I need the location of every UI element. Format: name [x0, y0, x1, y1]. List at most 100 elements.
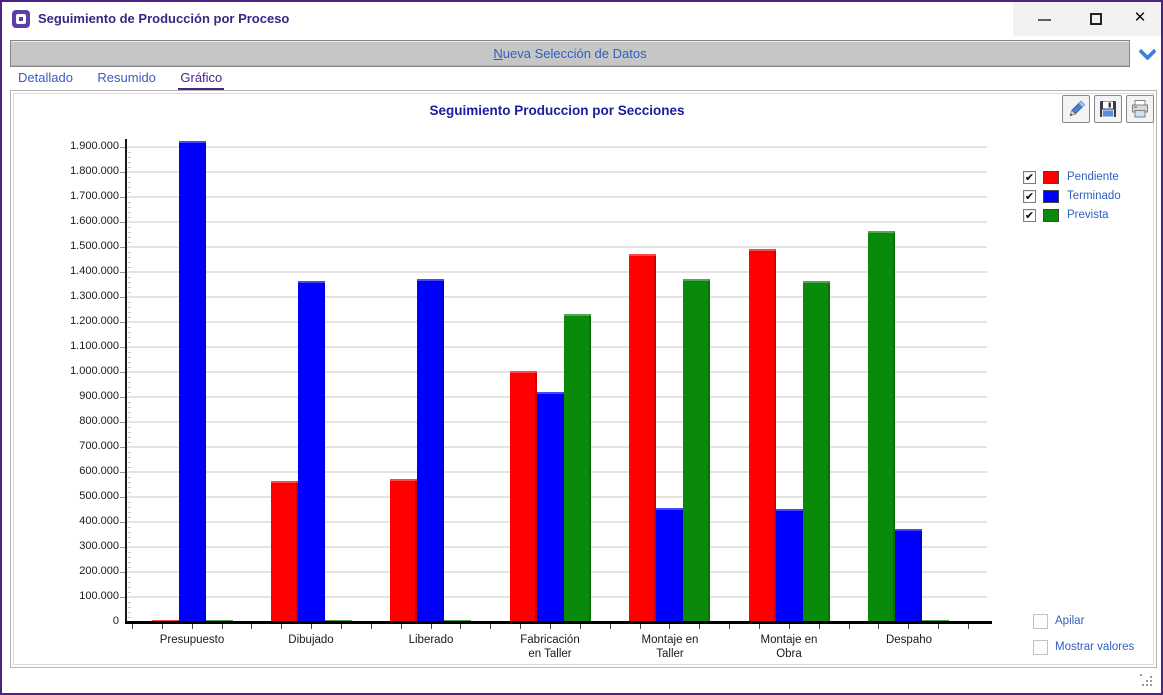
- bar-red: [749, 249, 776, 622]
- y-axis-minor-tick: [128, 562, 131, 563]
- gridline: [127, 221, 987, 223]
- x-axis-tick: [132, 624, 133, 629]
- bar-blue: [895, 529, 922, 622]
- x-axis-category-label: Presupuesto: [132, 633, 252, 647]
- y-axis-tick: [120, 172, 127, 173]
- title-bar: Seguimiento de Producción por Proceso ✕: [2, 2, 1161, 36]
- bar-blue: [537, 392, 564, 622]
- x-axis-category-label-line: Fabricación: [520, 634, 580, 646]
- x-axis-tick: [580, 624, 581, 629]
- x-axis-category-label: Dibujado: [251, 633, 371, 647]
- x-axis-tick: [640, 624, 641, 629]
- y-axis-minor-tick: [128, 202, 131, 203]
- maximize-button[interactable]: [1083, 2, 1109, 36]
- y-axis-minor-tick: [128, 502, 131, 503]
- y-axis-minor-tick: [128, 587, 131, 588]
- gridline: [127, 321, 987, 323]
- legend-checkbox-terminado[interactable]: ✔: [1023, 190, 1036, 203]
- y-axis-minor-tick: [128, 362, 131, 363]
- legend-checkbox-prevista[interactable]: ✔: [1023, 209, 1036, 222]
- tab-resumido[interactable]: Resumido: [97, 70, 156, 85]
- print-chart-button[interactable]: [1126, 95, 1154, 123]
- x-axis-category-label-line: Montaje en: [641, 634, 699, 646]
- chevron-down-icon: [1138, 42, 1157, 61]
- x-axis-tick: [490, 624, 491, 629]
- save-floppy-icon: [1100, 101, 1116, 118]
- new-data-selection-button[interactable]: Nueva Selección de Datos: [10, 40, 1130, 67]
- y-axis-minor-tick: [128, 537, 131, 538]
- x-axis-tick: [162, 624, 163, 629]
- x-axis-tick: [550, 624, 551, 629]
- y-axis-minor-tick: [128, 432, 131, 433]
- minimize-icon: [1038, 19, 1051, 21]
- gridline: [127, 246, 987, 248]
- x-axis-tick: [789, 624, 790, 629]
- save-chart-button[interactable]: [1094, 95, 1122, 123]
- y-axis-minor-tick: [128, 342, 131, 343]
- bar-red: [390, 479, 417, 622]
- x-axis-category-label: Fabricación en Taller: [490, 633, 610, 661]
- y-axis-minor-tick: [128, 567, 131, 568]
- expand-selection-button[interactable]: [1134, 40, 1161, 67]
- y-axis-minor-tick: [128, 177, 131, 178]
- y-axis-tick-label: 300.000: [79, 540, 119, 552]
- window-controls: ✕: [1013, 2, 1161, 36]
- y-axis-tick-label: 400.000: [79, 515, 119, 527]
- edit-chart-button[interactable]: [1062, 95, 1090, 123]
- apilar-checkbox[interactable]: [1033, 614, 1048, 629]
- y-axis-minor-tick: [128, 317, 131, 318]
- x-axis-category-label: Liberado: [371, 633, 491, 647]
- y-axis-minor-tick: [128, 402, 131, 403]
- legend-label: Prevista: [1067, 209, 1109, 221]
- close-button[interactable]: ✕: [1133, 9, 1147, 26]
- y-axis-minor-tick: [128, 212, 131, 213]
- y-axis-tick: [120, 497, 127, 498]
- gridline: [127, 296, 987, 298]
- y-axis-minor-tick: [128, 217, 131, 218]
- resize-grip[interactable]: [1140, 674, 1153, 687]
- bar-green: [683, 279, 710, 622]
- y-axis-minor-tick: [128, 557, 131, 558]
- y-axis-minor-tick: [128, 512, 131, 513]
- x-axis-tick: [371, 624, 372, 629]
- minimize-button[interactable]: [1031, 2, 1057, 36]
- y-axis-tick-label: 600.000: [79, 465, 119, 477]
- gridline: [127, 346, 987, 348]
- chart-title: Seguimiento Produccion por Secciones: [429, 103, 685, 118]
- y-axis-minor-tick: [128, 507, 131, 508]
- y-axis-tick: [120, 272, 127, 273]
- y-axis-minor-tick: [128, 227, 131, 228]
- x-axis-line: [125, 621, 992, 624]
- y-axis-minor-tick: [128, 192, 131, 193]
- tab-detallado[interactable]: Detallado: [18, 70, 73, 85]
- maximize-icon: [1090, 13, 1102, 25]
- x-axis-tick: [311, 624, 312, 629]
- x-axis-category-label-line: Dibujado: [288, 634, 334, 646]
- mostrar-valores-checkbox[interactable]: [1033, 640, 1048, 655]
- y-axis-minor-tick: [128, 387, 131, 388]
- y-axis-minor-tick: [128, 427, 131, 428]
- y-axis-tick: [120, 397, 127, 398]
- y-axis-tick: [120, 297, 127, 298]
- bar-blue: [417, 279, 444, 622]
- y-axis-minor-tick: [128, 467, 131, 468]
- y-axis-minor-tick: [128, 532, 131, 533]
- y-axis-line: [125, 139, 127, 624]
- y-axis-tick: [120, 547, 127, 548]
- mostrar-valores-label: Mostrar valores: [1055, 641, 1135, 653]
- y-axis-minor-tick: [128, 437, 131, 438]
- x-axis-tick: [729, 624, 730, 629]
- y-axis-minor-tick: [128, 277, 131, 278]
- tab-grafico[interactable]: Gráfico: [178, 68, 225, 91]
- y-axis-minor-tick: [128, 187, 131, 188]
- y-axis-minor-tick: [128, 307, 131, 308]
- x-axis-tick: [908, 624, 909, 629]
- bar-green: [803, 281, 830, 622]
- y-axis-minor-tick: [128, 287, 131, 288]
- x-axis-tick: [849, 624, 850, 629]
- y-axis-minor-tick: [128, 152, 131, 153]
- y-axis-minor-tick: [128, 327, 131, 328]
- y-axis-minor-tick: [128, 552, 131, 553]
- x-axis-tick: [251, 624, 252, 629]
- legend-checkbox-pendiente[interactable]: ✔: [1023, 171, 1036, 184]
